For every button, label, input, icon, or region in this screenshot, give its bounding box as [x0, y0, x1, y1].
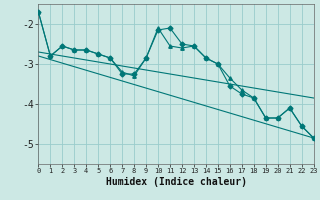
X-axis label: Humidex (Indice chaleur): Humidex (Indice chaleur): [106, 177, 246, 187]
